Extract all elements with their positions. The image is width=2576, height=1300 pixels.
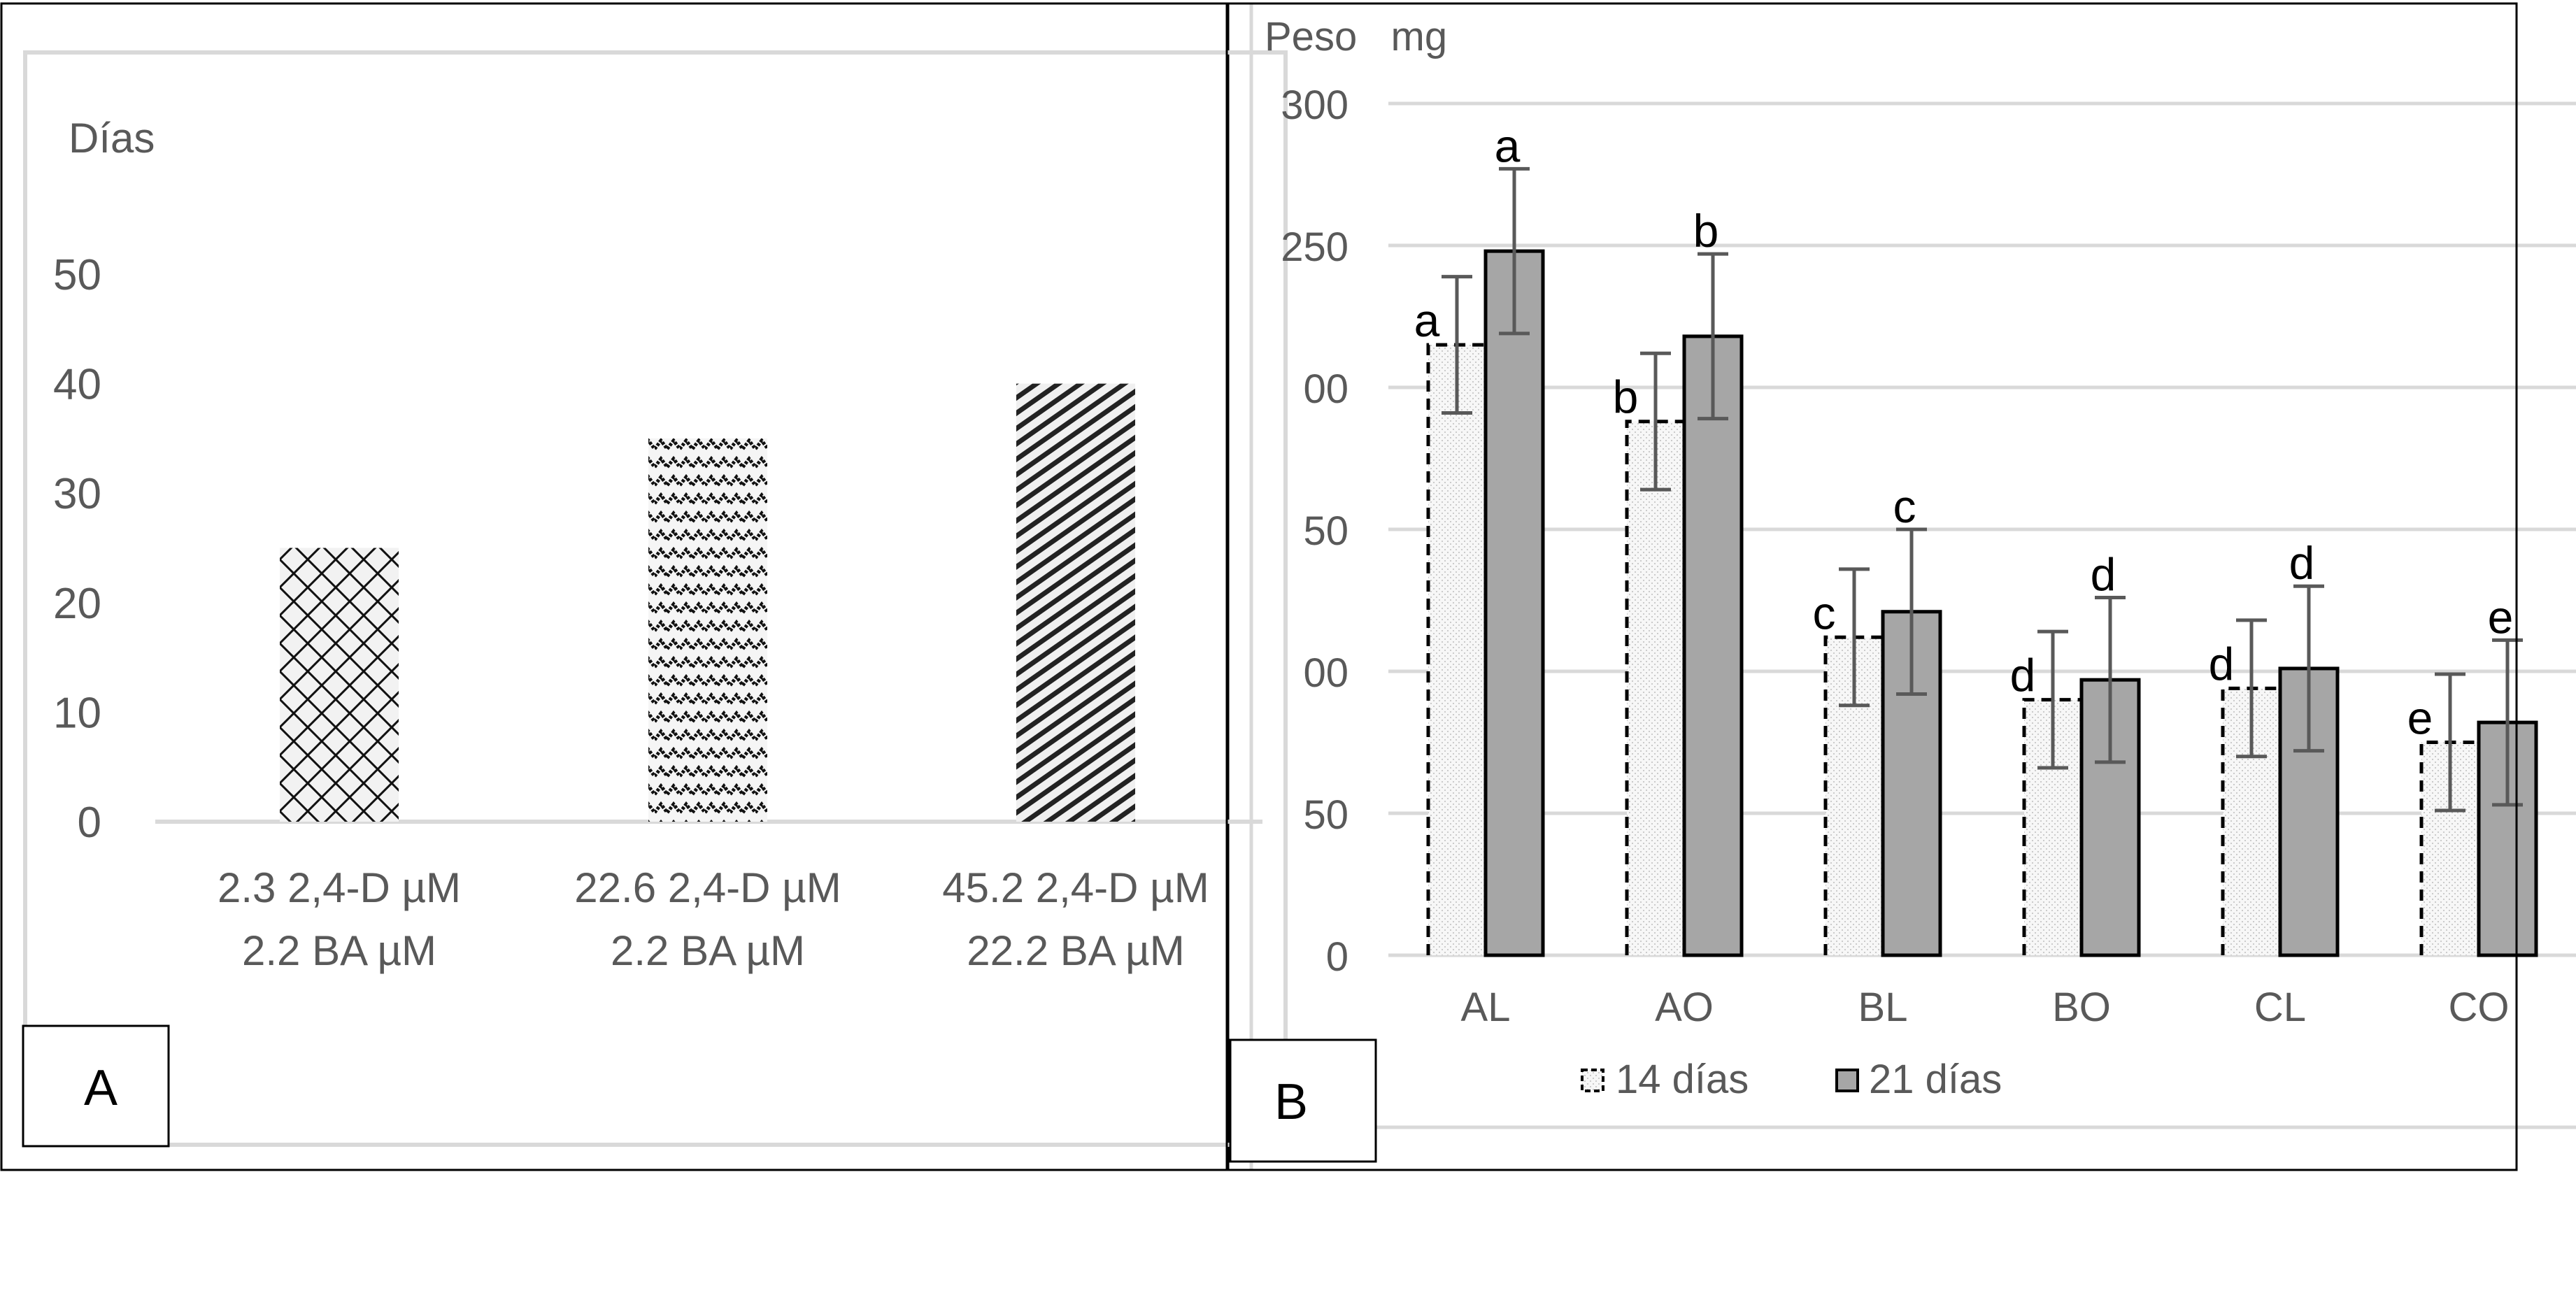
panel-a-category-line1: 22.6 2,4-D µM — [574, 864, 841, 911]
panel-b-category-label: CL — [2254, 985, 2306, 1030]
panel-b-y-ticks: 0 50 00 50 00 250 300 — [1281, 83, 1349, 980]
panel-b-category-label: BO — [2052, 985, 2111, 1030]
panel-b-error-bar — [2293, 584, 2324, 753]
panel-b-category-label: CO — [2449, 985, 2510, 1030]
panel-b-y-tick-label: 250 — [1281, 224, 1349, 270]
panel-b-category-label: AL — [1461, 985, 1511, 1030]
panel-b-y-tick-label: 50 — [1303, 508, 1349, 554]
panel-b-bar-14-dias-outline — [1625, 420, 1684, 955]
panel-b-bar-14-dias — [1428, 345, 1486, 956]
panel-b-error-bar — [2095, 595, 2126, 764]
panel-a-y-tick-label: 0 — [78, 799, 101, 847]
panel-b-bar-14-dias-outline — [2022, 698, 2082, 955]
panel-a-outer-border — [0, 2, 1230, 1171]
panel-b-error-bar — [1698, 252, 1728, 421]
panel-a-y-tick-label: 40 — [53, 361, 101, 409]
panel-b-y-tick-label: 0 — [1326, 934, 1349, 980]
panel-a-label: A — [84, 1060, 118, 1116]
panel-b-label-box — [1229, 1038, 1377, 1163]
panel-b-significance-letters: a a b b c c d d d d e e — [1414, 120, 2514, 743]
panel-a-label-box — [22, 1024, 170, 1148]
panel-b-significance-letter: c — [1813, 587, 1836, 638]
panel-a-y-tick-label: 50 — [53, 251, 101, 299]
panel-b-label: B — [1274, 1074, 1308, 1130]
panel-b-significance-letter: b — [1613, 371, 1639, 423]
panel-a-bar — [280, 548, 399, 822]
panel-b-bar-14-dias-outline — [1823, 635, 1883, 955]
panel-a-category-line1: 45.2 2,4-D µM — [942, 864, 1209, 911]
panel-b-y-tick-label: 50 — [1303, 792, 1349, 838]
panel-b-significance-letter: d — [2289, 537, 2315, 589]
panel-b-significance-letter: a — [1495, 120, 1521, 171]
panel-a-bar — [648, 438, 767, 822]
panel-b-bar-21-dias — [1483, 249, 1545, 957]
panel-a-y-tick-label: 10 — [53, 689, 101, 737]
panel-b-error-bar — [2037, 629, 2068, 770]
panel-b-y-axis-label: Peso mg — [1265, 14, 1447, 59]
panel-b-error-bar — [1896, 527, 1927, 696]
panel-b-category-label: BL — [1858, 985, 1908, 1030]
panel-b-bar-14-dias — [1627, 421, 1684, 955]
panel-a: Días 0 10 20 30 40 50 2.3 2,4-D µM 2.2 BA µM 22… — [0, 2, 1288, 1171]
panel-a-category-line1: 2.3 2,4-D µM — [218, 864, 461, 911]
legend-label-14-dias: 14 días — [1616, 1057, 1749, 1102]
panel-b-error-bar — [1839, 567, 1870, 708]
panel-b-significance-letter: e — [2488, 591, 2514, 643]
panel-a-y-ticks: 0 10 20 30 40 50 — [53, 251, 101, 847]
panel-b-legend: 14 días 21 días — [1581, 1057, 2002, 1102]
panel-b-y-tick-label: 300 — [1281, 83, 1349, 128]
panel-b-error-bar — [1499, 166, 1530, 336]
panel-b-gridlines — [1388, 101, 2576, 957]
panel-b-outer-border — [1225, 2, 2518, 1171]
panel-b-error-bar — [1442, 275, 1472, 415]
panel-b-error-bar — [1640, 351, 1671, 492]
panel-a-category-line2: 2.2 BA µM — [242, 927, 436, 974]
panel-b-y-tick-label: 00 — [1303, 366, 1349, 412]
panel-a-category-line2: 22.2 BA µM — [967, 927, 1184, 974]
panel-b-significance-letter: d — [2209, 638, 2235, 690]
panel-b-error-bar — [2492, 638, 2523, 807]
legend-swatch-21-dias — [1835, 1069, 1859, 1092]
panel-b-significance-letter: a — [1414, 294, 1440, 346]
panel-a-y-tick-label: 20 — [53, 580, 101, 628]
legend-label-21-dias: 21 días — [1869, 1057, 2002, 1102]
panel-b-bar-14-dias-outline — [1426, 343, 1486, 955]
panel-b-bar-21-dias — [1682, 334, 1744, 957]
panel-b-error-bar — [2236, 618, 2267, 759]
panel-b-significance-letter: d — [2010, 650, 2036, 701]
legend-swatch-14-dias — [1581, 1069, 1604, 1092]
panel-a-chart-area-border — [23, 50, 1288, 1147]
panel-a-category-labels: 2.3 2,4-D µM 2.2 BA µM 22.6 2,4-D µM 2.2 BA… — [218, 864, 1209, 974]
panel-a-bars — [280, 383, 1135, 822]
panel-b-bar-21-dias — [2278, 666, 2340, 957]
panel-b-significance-letter: b — [1693, 205, 1719, 257]
panel-b-error-bars — [1442, 166, 2523, 813]
panel-a-category-line2: 2.2 BA µM — [611, 927, 805, 974]
panel-b-significance-letter: d — [2091, 548, 2116, 600]
panel-a-bar — [1016, 383, 1135, 822]
panel-a-y-tick-label: 30 — [53, 470, 101, 518]
panel-b-bars — [1426, 249, 2538, 957]
panel-b-significance-letter: e — [2407, 692, 2433, 744]
panel-a-y-axis-label: Días — [69, 115, 155, 162]
panel-b-error-bar — [2435, 672, 2465, 813]
panel-b-category-labels: AL AO BL BO CL CO — [1461, 985, 2510, 1030]
panel-b-y-tick-label: 00 — [1303, 650, 1349, 696]
panel-b-category-label: AO — [1655, 985, 1714, 1030]
panel-b-significance-letter: c — [1893, 480, 1916, 532]
